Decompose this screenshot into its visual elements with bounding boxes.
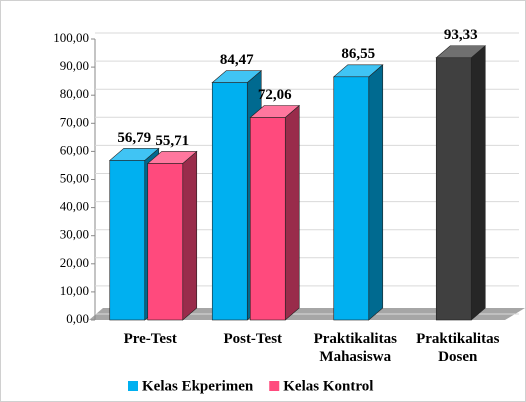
y-tick-label: 60,00: [60, 142, 89, 157]
y-tick-label: 70,00: [60, 114, 89, 129]
data-label: 86,55: [341, 46, 375, 62]
bar-side: [284, 104, 300, 321]
y-tick-label: 90,00: [60, 58, 89, 73]
y-tick-label: 100,00: [53, 30, 89, 45]
bar-front: [435, 57, 472, 321]
bar: [249, 104, 301, 321]
legend-swatch: [269, 381, 280, 391]
y-tick-label: 30,00: [60, 227, 89, 242]
x-tick-label: Praktikalitas Dosen: [416, 331, 499, 365]
data-label: 55,71: [155, 133, 189, 149]
legend-swatch: [128, 381, 138, 391]
y-tick-label: 20,00: [60, 255, 89, 270]
bar: [146, 150, 198, 321]
data-label: 72,06: [258, 87, 292, 103]
bar-front: [211, 82, 248, 321]
x-tick-label: Post-Test: [223, 331, 282, 347]
x-tick-label: Praktikalitas Mahasiswa: [314, 331, 397, 365]
legend-label: Kelas Kontrol: [283, 378, 373, 394]
data-label: 84,47: [220, 52, 254, 68]
y-tick-label: 10,00: [60, 283, 89, 298]
legend-label: Kelas Ekperimen: [142, 378, 254, 394]
bar-side: [470, 45, 486, 321]
bar-front: [249, 117, 286, 321]
y-tick-label: 0,00: [66, 311, 89, 326]
bar-front: [109, 160, 146, 321]
bar-side: [182, 150, 198, 321]
bar-side: [368, 64, 384, 321]
y-tick-label: 50,00: [60, 170, 89, 185]
data-label: 93,33: [444, 27, 478, 43]
bar-front: [333, 76, 370, 321]
data-label: 56,79: [117, 130, 151, 146]
bar: [435, 45, 487, 321]
bar: [332, 64, 384, 321]
y-tick-label: 80,00: [60, 86, 89, 101]
y-tick-label: 40,00: [60, 199, 89, 214]
x-tick-label: Pre-Test: [124, 331, 177, 347]
bar-front: [147, 163, 184, 321]
